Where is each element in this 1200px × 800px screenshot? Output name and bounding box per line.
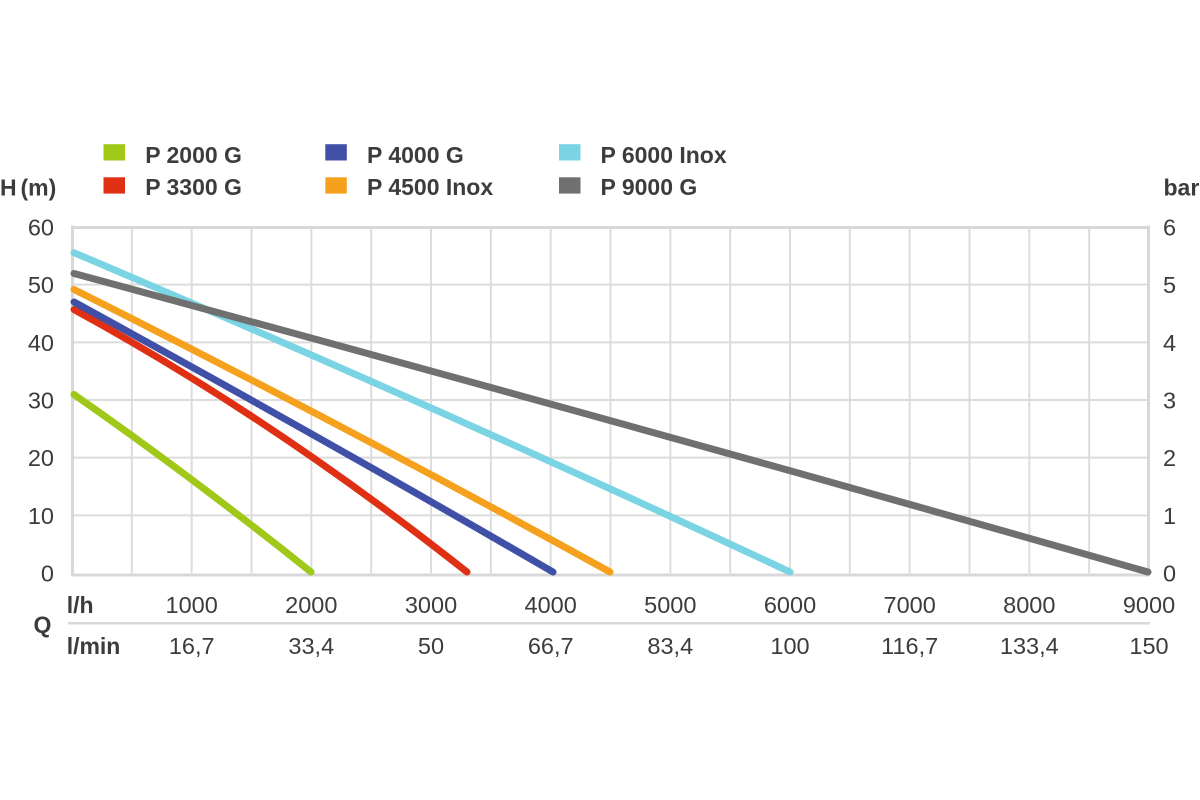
svg-text:133,4: 133,4 [1000, 633, 1059, 659]
svg-text:4000: 4000 [525, 592, 577, 618]
svg-text:P 2000 G: P 2000 G [145, 142, 242, 168]
svg-text:2000: 2000 [285, 592, 337, 618]
svg-text:0: 0 [41, 561, 54, 587]
svg-text:P 4000 G: P 4000 G [367, 142, 464, 168]
svg-text:5000: 5000 [644, 592, 696, 618]
svg-text:66,7: 66,7 [528, 633, 574, 659]
svg-text:6000: 6000 [764, 592, 816, 618]
svg-text:50: 50 [28, 272, 54, 298]
svg-text:116,7: 116,7 [881, 633, 938, 659]
svg-text:2: 2 [1163, 445, 1176, 471]
svg-text:1: 1 [1163, 503, 1176, 529]
svg-text:10: 10 [28, 503, 54, 529]
svg-text:P 3300 G: P 3300 G [145, 174, 242, 200]
svg-text:30: 30 [28, 388, 54, 414]
svg-text:P 4500 Inox: P 4500 Inox [367, 174, 493, 200]
svg-text:16,7: 16,7 [169, 633, 215, 659]
svg-text:1000: 1000 [166, 592, 218, 618]
svg-text:H (m): H (m) [0, 174, 56, 200]
svg-text:6: 6 [1163, 215, 1176, 241]
svg-text:60: 60 [28, 215, 54, 241]
svg-text:bar: bar [1164, 175, 1200, 201]
svg-text:150: 150 [1129, 633, 1168, 659]
svg-text:100: 100 [770, 633, 809, 659]
svg-text:0: 0 [1163, 561, 1176, 587]
svg-text:33,4: 33,4 [288, 633, 334, 659]
svg-text:9000: 9000 [1123, 592, 1175, 618]
svg-text:Q: Q [34, 612, 52, 638]
svg-text:40: 40 [28, 330, 54, 356]
svg-text:P 9000 G: P 9000 G [601, 174, 698, 200]
svg-text:3: 3 [1163, 388, 1176, 414]
svg-text:4: 4 [1163, 330, 1176, 356]
svg-text:7000: 7000 [884, 592, 936, 618]
svg-text:3000: 3000 [405, 592, 457, 618]
svg-text:50: 50 [418, 633, 444, 659]
svg-text:20: 20 [28, 445, 54, 471]
svg-text:5: 5 [1163, 272, 1176, 298]
svg-text:83,4: 83,4 [647, 633, 693, 659]
svg-text:l/min: l/min [67, 633, 121, 659]
svg-text:l/h: l/h [67, 592, 94, 618]
svg-text:P 6000 Inox: P 6000 Inox [601, 142, 727, 168]
svg-text:8000: 8000 [1003, 592, 1055, 618]
